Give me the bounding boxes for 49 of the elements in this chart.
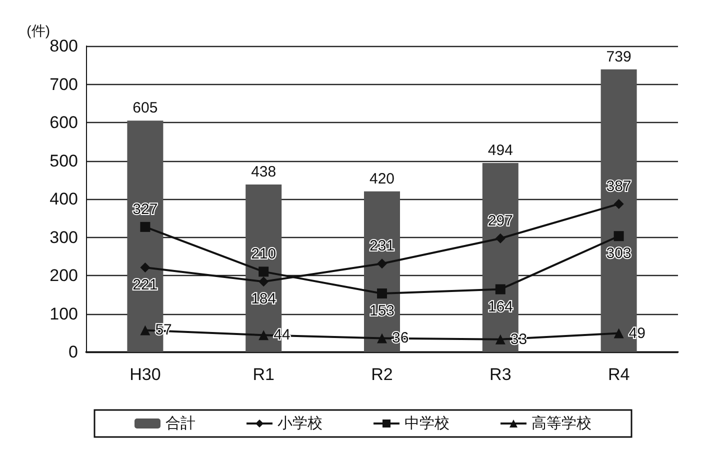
data-label: 494 bbox=[488, 142, 513, 160]
point bbox=[614, 328, 624, 338]
data-label: 387 bbox=[606, 178, 632, 195]
x-tick-label: H30 bbox=[130, 365, 161, 384]
x-tick-label: R3 bbox=[490, 365, 512, 384]
legend-label: 合計 bbox=[166, 415, 196, 432]
point bbox=[140, 262, 150, 272]
y-tick-label: 0 bbox=[68, 342, 78, 362]
y-tick-label: 800 bbox=[50, 36, 78, 56]
point bbox=[377, 288, 387, 298]
data-label: 420 bbox=[369, 170, 395, 188]
point bbox=[377, 258, 387, 269]
x-tick-label: R2 bbox=[371, 365, 393, 384]
point bbox=[258, 330, 269, 340]
point bbox=[258, 266, 269, 277]
x-tick-label: R4 bbox=[608, 365, 630, 384]
data-label: 221 bbox=[132, 276, 158, 294]
data-label: 303 bbox=[606, 245, 632, 262]
data-label: 164 bbox=[488, 298, 513, 316]
data-label: 153 bbox=[369, 302, 395, 320]
point bbox=[495, 233, 506, 244]
legend-label: 高等学校 bbox=[532, 415, 592, 432]
point bbox=[140, 325, 150, 336]
y-tick-label: 400 bbox=[50, 190, 78, 208]
point bbox=[377, 333, 387, 344]
y-axis-title: (件) bbox=[26, 22, 50, 39]
data-label: 210 bbox=[251, 246, 276, 263]
y-tick-label: 700 bbox=[50, 74, 78, 94]
point bbox=[614, 198, 624, 209]
data-label: 184 bbox=[251, 290, 276, 308]
point bbox=[495, 334, 506, 344]
point bbox=[258, 276, 269, 287]
y-tick-label: 100 bbox=[50, 304, 78, 324]
point bbox=[140, 222, 150, 232]
legend-label: 中学校 bbox=[404, 415, 450, 432]
data-label: 605 bbox=[132, 100, 158, 117]
y-tick-label: 600 bbox=[50, 113, 78, 132]
point bbox=[614, 231, 624, 242]
y-tick-label: 500 bbox=[50, 151, 78, 170]
point bbox=[495, 284, 506, 294]
data-label: 739 bbox=[606, 48, 632, 66]
y-tick-label: 200 bbox=[50, 266, 78, 285]
y-tick-label: 300 bbox=[50, 228, 78, 247]
data-label: 438 bbox=[251, 163, 276, 180]
legend-label: 小学校 bbox=[278, 415, 322, 432]
data-label: 297 bbox=[488, 212, 513, 230]
x-tick-label: R1 bbox=[252, 365, 274, 384]
data-label: 327 bbox=[132, 200, 158, 218]
data-label: 231 bbox=[369, 238, 395, 255]
